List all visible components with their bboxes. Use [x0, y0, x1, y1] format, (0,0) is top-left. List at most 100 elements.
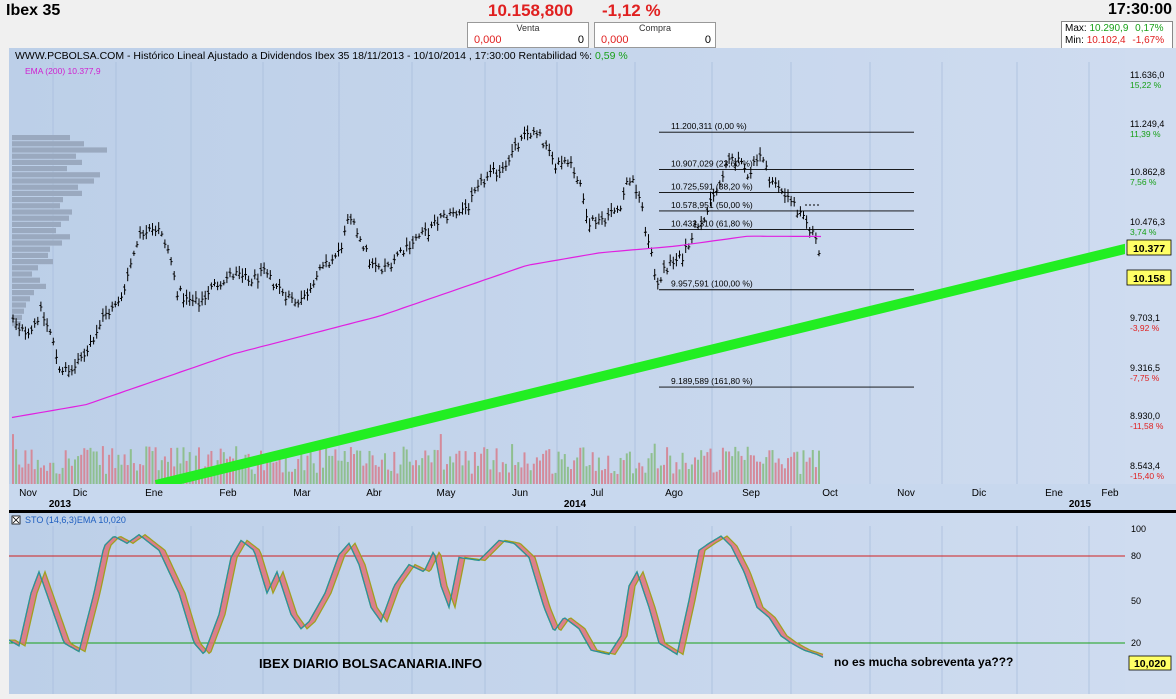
volume-bar-170	[539, 460, 541, 484]
volume-bar-211	[666, 447, 669, 484]
volume-profile-bar-7	[12, 178, 94, 184]
volume-bar-149	[473, 452, 476, 484]
volume-bar-125	[399, 464, 402, 484]
volume-bar-140	[446, 464, 448, 484]
volume-bar-208	[656, 468, 659, 484]
sell-box[interactable]: Venta 0,000 0	[467, 22, 589, 48]
volume-bar-246	[774, 462, 777, 484]
volume-bar-191	[604, 468, 607, 484]
month-label-ene-2: Ene	[145, 488, 163, 499]
fibonacci-levels: 11.200,311 (0,00 %) 10.907,029 (23,60 %) 1…	[659, 121, 914, 388]
volume-bar-225	[709, 448, 712, 484]
price-bars	[11, 125, 821, 378]
volume-bar-7	[33, 469, 36, 484]
volume-bar-160	[508, 472, 510, 484]
price-axis: 11.636,015,22 % 11.249,411,39 % 10.862,87,…	[1130, 70, 1165, 481]
volume-bar-52	[173, 466, 176, 484]
volume-bar-249	[783, 468, 786, 484]
chart-area[interactable]: 11.200,311 (0,00 %) 10.907,029 (23,60 %) 1…	[8, 48, 1176, 694]
volume-bar-190	[601, 470, 603, 484]
volume-bar-95	[306, 455, 309, 484]
volume-bar-259	[814, 467, 817, 484]
volume-bar-47	[157, 470, 160, 484]
volume-bar-150	[477, 465, 479, 484]
volume-bar-79	[256, 457, 259, 484]
volume-profile-bar-25	[12, 290, 34, 296]
volume-bar-231	[728, 451, 731, 484]
volume-bar-123	[393, 451, 396, 484]
panel-separator	[9, 510, 1176, 513]
volume-bar-203	[641, 466, 644, 484]
sell-value: 0,000	[474, 34, 502, 46]
year-label-2015: 2015	[1069, 499, 1092, 510]
volume-bar-258	[811, 450, 814, 484]
volume-bar-86	[278, 452, 281, 484]
volume-bar-156	[495, 448, 498, 484]
volume-bar-112	[359, 450, 362, 484]
volume-bar-129	[411, 465, 414, 484]
fib-label-4: 10.432,310 (61,80 %)	[671, 219, 753, 229]
instrument-title: Ibex 35	[6, 2, 61, 19]
volume-bar-205	[647, 458, 650, 484]
volume-bar-188	[594, 470, 597, 484]
volume-bar-42	[142, 465, 145, 484]
volume-bar-111	[356, 450, 359, 484]
volume-bar-152	[483, 447, 486, 484]
volume-bar-237	[746, 446, 749, 484]
volume-bar-59	[194, 455, 197, 484]
volume-bar-25	[89, 447, 92, 484]
volume-bar-196	[619, 457, 622, 484]
stoch-d-line	[9, 533, 824, 656]
volume-bar-6	[30, 449, 33, 484]
volume-bar-16	[61, 467, 64, 484]
volume-bar-138	[439, 434, 442, 484]
volume-profile-bar-12	[12, 209, 72, 215]
year-label-2014: 2014	[564, 499, 587, 510]
volume-bar-167	[529, 470, 532, 484]
volume-bar-101	[325, 447, 328, 484]
volume-bar-48	[160, 460, 163, 484]
volume-bar-9	[39, 467, 42, 484]
volume-bar-193	[610, 473, 613, 484]
volume-profile-bar-11	[12, 203, 60, 209]
volume-bar-223	[703, 455, 706, 484]
volume-bar-186	[588, 465, 591, 484]
volume-bar-183	[579, 447, 582, 484]
buy-label: Compra	[638, 23, 671, 33]
buy-box[interactable]: Compra 0,000 0	[594, 22, 716, 48]
volume-bar-189	[597, 457, 600, 484]
volume-bar-161	[511, 444, 514, 484]
volume-bar-178	[563, 454, 566, 484]
stoch-tick-20: 20	[1131, 638, 1141, 648]
month-label-jun-7: Jun	[512, 488, 528, 499]
volume-bar-135	[430, 462, 433, 484]
volume-bar-114	[365, 463, 368, 484]
volume-bar-192	[607, 455, 610, 484]
volume-bar-144	[458, 450, 461, 484]
volume-bar-118	[377, 466, 380, 484]
pct-tick-7: -15,40 %	[1130, 471, 1164, 481]
sell-label: Venta	[516, 23, 540, 33]
volume-bar-219	[690, 464, 693, 484]
volume-bar-103	[331, 455, 334, 484]
volume-bar-108	[346, 461, 349, 484]
volume-bar-137	[436, 450, 439, 484]
volume-bar-74	[241, 460, 244, 484]
volume-bar-88	[284, 449, 287, 484]
stoch-legend: STO (14,6,3)EMA 10,020	[25, 515, 126, 525]
volume-bar-182	[576, 457, 579, 484]
volume-bar-206	[650, 453, 653, 484]
volume-bar-179	[566, 466, 569, 484]
volume-bar-44	[148, 446, 151, 484]
volume-bar-181	[573, 460, 576, 484]
volume-bar-155	[492, 460, 495, 484]
min-pct: -1,67%	[1132, 35, 1165, 46]
volume-bar-243	[765, 457, 768, 484]
price-tick-4: 9.703,1	[1130, 313, 1160, 323]
volume-profile-bar-10	[12, 197, 63, 203]
volume-bar-168	[532, 463, 535, 484]
volume-bar-209	[659, 465, 662, 484]
volume-bar-93	[300, 454, 303, 484]
volume-bar-120	[384, 453, 386, 484]
volume-bar-113	[362, 465, 365, 484]
